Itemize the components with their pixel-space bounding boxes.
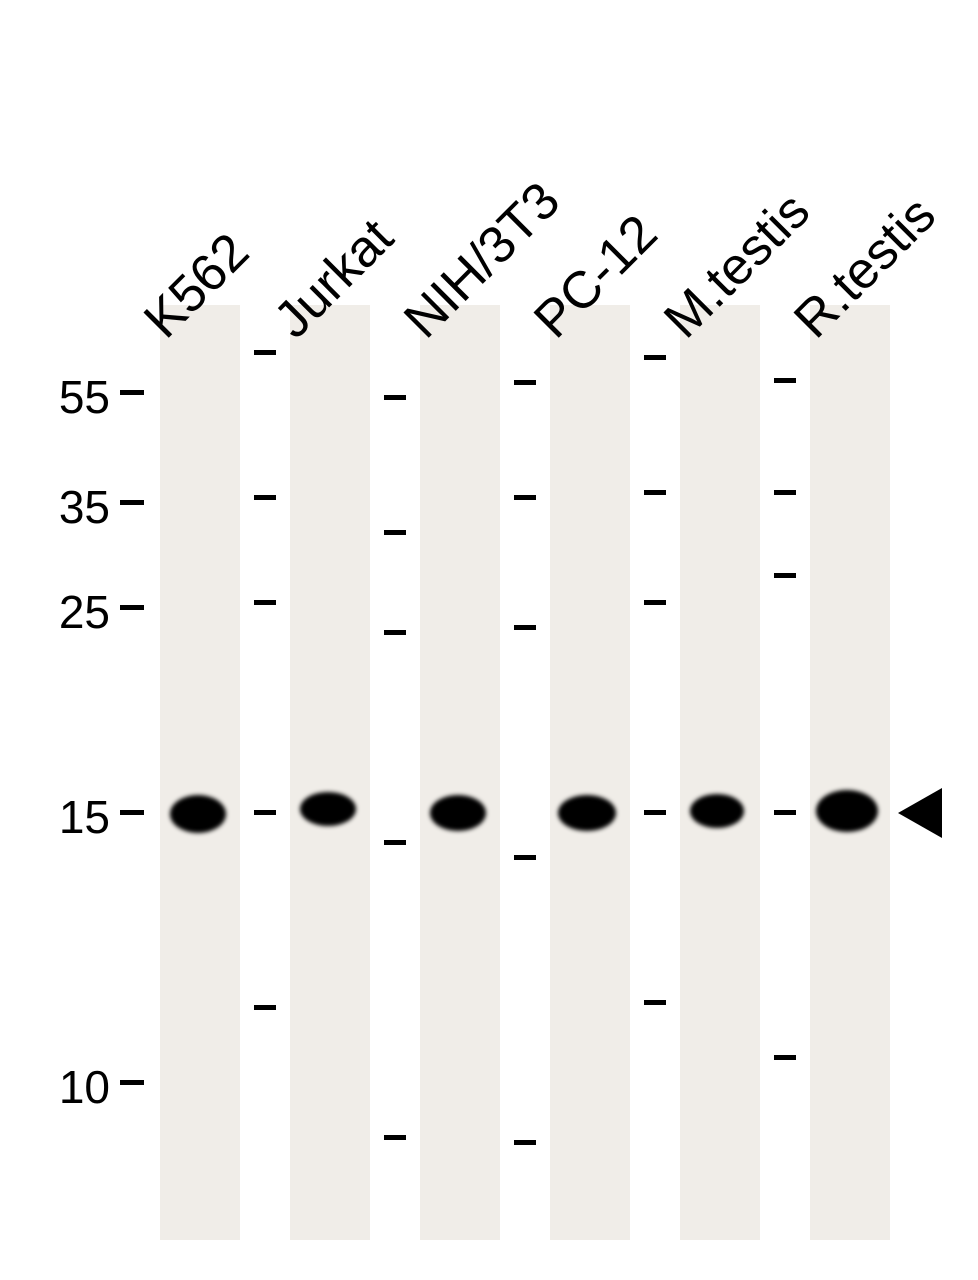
protein-band bbox=[300, 792, 356, 826]
protein-band bbox=[690, 794, 744, 828]
ladder-tick bbox=[514, 1140, 536, 1145]
ladder-tick bbox=[644, 810, 666, 815]
ladder-tick bbox=[774, 573, 796, 578]
mw-label: 55 bbox=[20, 370, 110, 424]
mw-tick bbox=[120, 1080, 144, 1085]
lane bbox=[810, 305, 890, 1240]
lane bbox=[290, 305, 370, 1240]
mw-label: 15 bbox=[20, 790, 110, 844]
mw-label: 25 bbox=[20, 585, 110, 639]
mw-tick bbox=[120, 500, 144, 505]
ladder-tick bbox=[384, 395, 406, 400]
ladder-tick bbox=[514, 855, 536, 860]
ladder-tick bbox=[644, 1000, 666, 1005]
ladder-tick bbox=[774, 1055, 796, 1060]
protein-band bbox=[816, 790, 878, 832]
mw-label: 10 bbox=[20, 1060, 110, 1114]
ladder-tick bbox=[384, 630, 406, 635]
lane bbox=[160, 305, 240, 1240]
mw-tick bbox=[120, 810, 144, 815]
western-blot-figure: 55 35 25 15 10 K562 Jurkat NIH/3T3 PC-12… bbox=[40, 0, 938, 1280]
ladder-tick bbox=[774, 490, 796, 495]
ladder-tick bbox=[254, 600, 276, 605]
ladder-tick bbox=[384, 530, 406, 535]
ladder-tick bbox=[514, 495, 536, 500]
ladder-tick bbox=[644, 490, 666, 495]
lane bbox=[550, 305, 630, 1240]
ladder-tick bbox=[254, 1005, 276, 1010]
ladder-tick bbox=[384, 840, 406, 845]
ladder-tick bbox=[774, 378, 796, 383]
ladder-tick bbox=[644, 355, 666, 360]
ladder-tick bbox=[254, 350, 276, 355]
ladder-tick bbox=[254, 495, 276, 500]
mw-label: 35 bbox=[20, 480, 110, 534]
protein-band bbox=[558, 795, 616, 831]
ladder-tick bbox=[644, 600, 666, 605]
protein-band bbox=[430, 795, 486, 831]
lane bbox=[420, 305, 500, 1240]
mw-tick bbox=[120, 605, 144, 610]
ladder-tick bbox=[254, 810, 276, 815]
ladder-tick bbox=[514, 625, 536, 630]
lane bbox=[680, 305, 760, 1240]
mw-tick bbox=[120, 390, 144, 395]
ladder-tick bbox=[774, 810, 796, 815]
protein-band bbox=[170, 795, 226, 833]
target-arrow-icon bbox=[898, 788, 942, 838]
ladder-tick bbox=[384, 1135, 406, 1140]
ladder-tick bbox=[514, 380, 536, 385]
